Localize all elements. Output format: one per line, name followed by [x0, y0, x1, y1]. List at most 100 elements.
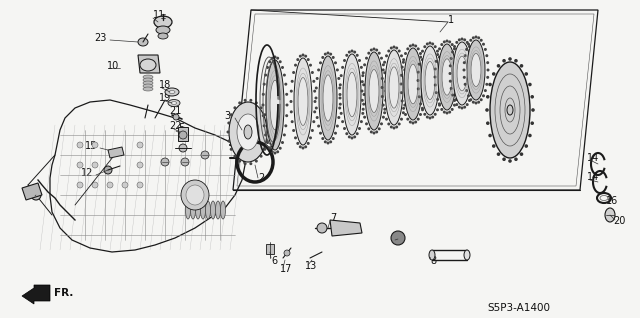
Circle shape [484, 48, 487, 51]
Circle shape [403, 104, 406, 107]
Circle shape [387, 122, 390, 126]
Ellipse shape [138, 38, 148, 46]
Text: 12: 12 [81, 168, 93, 178]
Polygon shape [178, 127, 188, 141]
Circle shape [351, 136, 353, 140]
Circle shape [266, 121, 269, 124]
Circle shape [381, 86, 383, 89]
Ellipse shape [156, 26, 170, 34]
Circle shape [262, 93, 265, 96]
Text: FR.: FR. [54, 288, 74, 298]
Circle shape [472, 101, 475, 104]
Ellipse shape [169, 91, 175, 93]
Circle shape [307, 142, 310, 145]
Circle shape [531, 95, 534, 99]
Circle shape [531, 108, 535, 112]
Circle shape [477, 101, 480, 104]
Circle shape [514, 157, 518, 161]
Circle shape [250, 99, 252, 102]
Circle shape [451, 43, 454, 46]
Ellipse shape [200, 201, 205, 219]
Circle shape [482, 94, 485, 97]
Circle shape [456, 91, 460, 94]
Circle shape [486, 76, 489, 79]
Circle shape [451, 93, 454, 96]
Ellipse shape [507, 105, 513, 115]
Circle shape [406, 118, 410, 121]
Circle shape [334, 61, 337, 64]
Circle shape [520, 152, 524, 156]
Circle shape [370, 130, 373, 134]
Circle shape [431, 42, 434, 45]
Circle shape [468, 99, 471, 102]
Text: 22: 22 [169, 121, 182, 131]
Circle shape [250, 162, 252, 165]
Circle shape [402, 58, 405, 61]
Circle shape [334, 132, 337, 135]
Circle shape [363, 63, 366, 66]
Circle shape [289, 100, 292, 103]
Circle shape [340, 112, 342, 115]
Circle shape [244, 162, 246, 165]
Circle shape [367, 52, 371, 55]
Circle shape [465, 89, 468, 92]
Circle shape [468, 45, 471, 48]
Circle shape [351, 50, 353, 52]
Ellipse shape [365, 52, 383, 130]
Circle shape [362, 71, 365, 74]
Circle shape [382, 63, 385, 66]
Circle shape [353, 51, 356, 54]
Circle shape [449, 72, 451, 75]
Circle shape [488, 83, 492, 86]
Circle shape [336, 125, 339, 128]
Ellipse shape [408, 64, 418, 104]
Circle shape [339, 93, 342, 96]
Circle shape [485, 108, 489, 112]
Circle shape [314, 96, 317, 100]
Circle shape [301, 53, 305, 57]
Circle shape [260, 106, 262, 109]
Circle shape [264, 73, 267, 77]
Ellipse shape [457, 56, 467, 91]
Circle shape [348, 135, 351, 138]
Text: 14: 14 [587, 153, 599, 163]
Circle shape [290, 90, 293, 93]
Circle shape [324, 140, 327, 143]
Circle shape [260, 155, 262, 158]
Circle shape [395, 46, 398, 50]
Circle shape [400, 74, 403, 77]
Circle shape [402, 61, 405, 64]
Circle shape [451, 108, 454, 111]
Ellipse shape [429, 250, 435, 260]
Circle shape [336, 68, 339, 72]
Circle shape [404, 95, 407, 98]
Ellipse shape [154, 16, 172, 28]
Circle shape [453, 104, 456, 107]
Ellipse shape [172, 101, 177, 105]
Circle shape [362, 93, 365, 96]
Circle shape [482, 43, 485, 46]
Circle shape [435, 60, 438, 63]
Circle shape [284, 250, 290, 256]
Circle shape [385, 54, 388, 57]
Circle shape [431, 115, 434, 119]
Circle shape [484, 89, 487, 92]
Ellipse shape [385, 50, 403, 125]
Circle shape [463, 76, 466, 79]
Circle shape [238, 101, 241, 104]
Circle shape [455, 41, 458, 44]
Ellipse shape [467, 40, 485, 100]
Circle shape [276, 57, 279, 60]
Circle shape [309, 136, 312, 139]
Circle shape [356, 54, 358, 57]
Circle shape [380, 57, 383, 60]
Circle shape [409, 45, 412, 47]
Circle shape [439, 95, 442, 98]
Circle shape [365, 122, 368, 125]
Circle shape [448, 40, 451, 43]
Circle shape [291, 80, 294, 83]
Circle shape [439, 63, 442, 66]
Circle shape [77, 142, 83, 148]
Ellipse shape [438, 44, 456, 110]
Circle shape [464, 83, 467, 86]
